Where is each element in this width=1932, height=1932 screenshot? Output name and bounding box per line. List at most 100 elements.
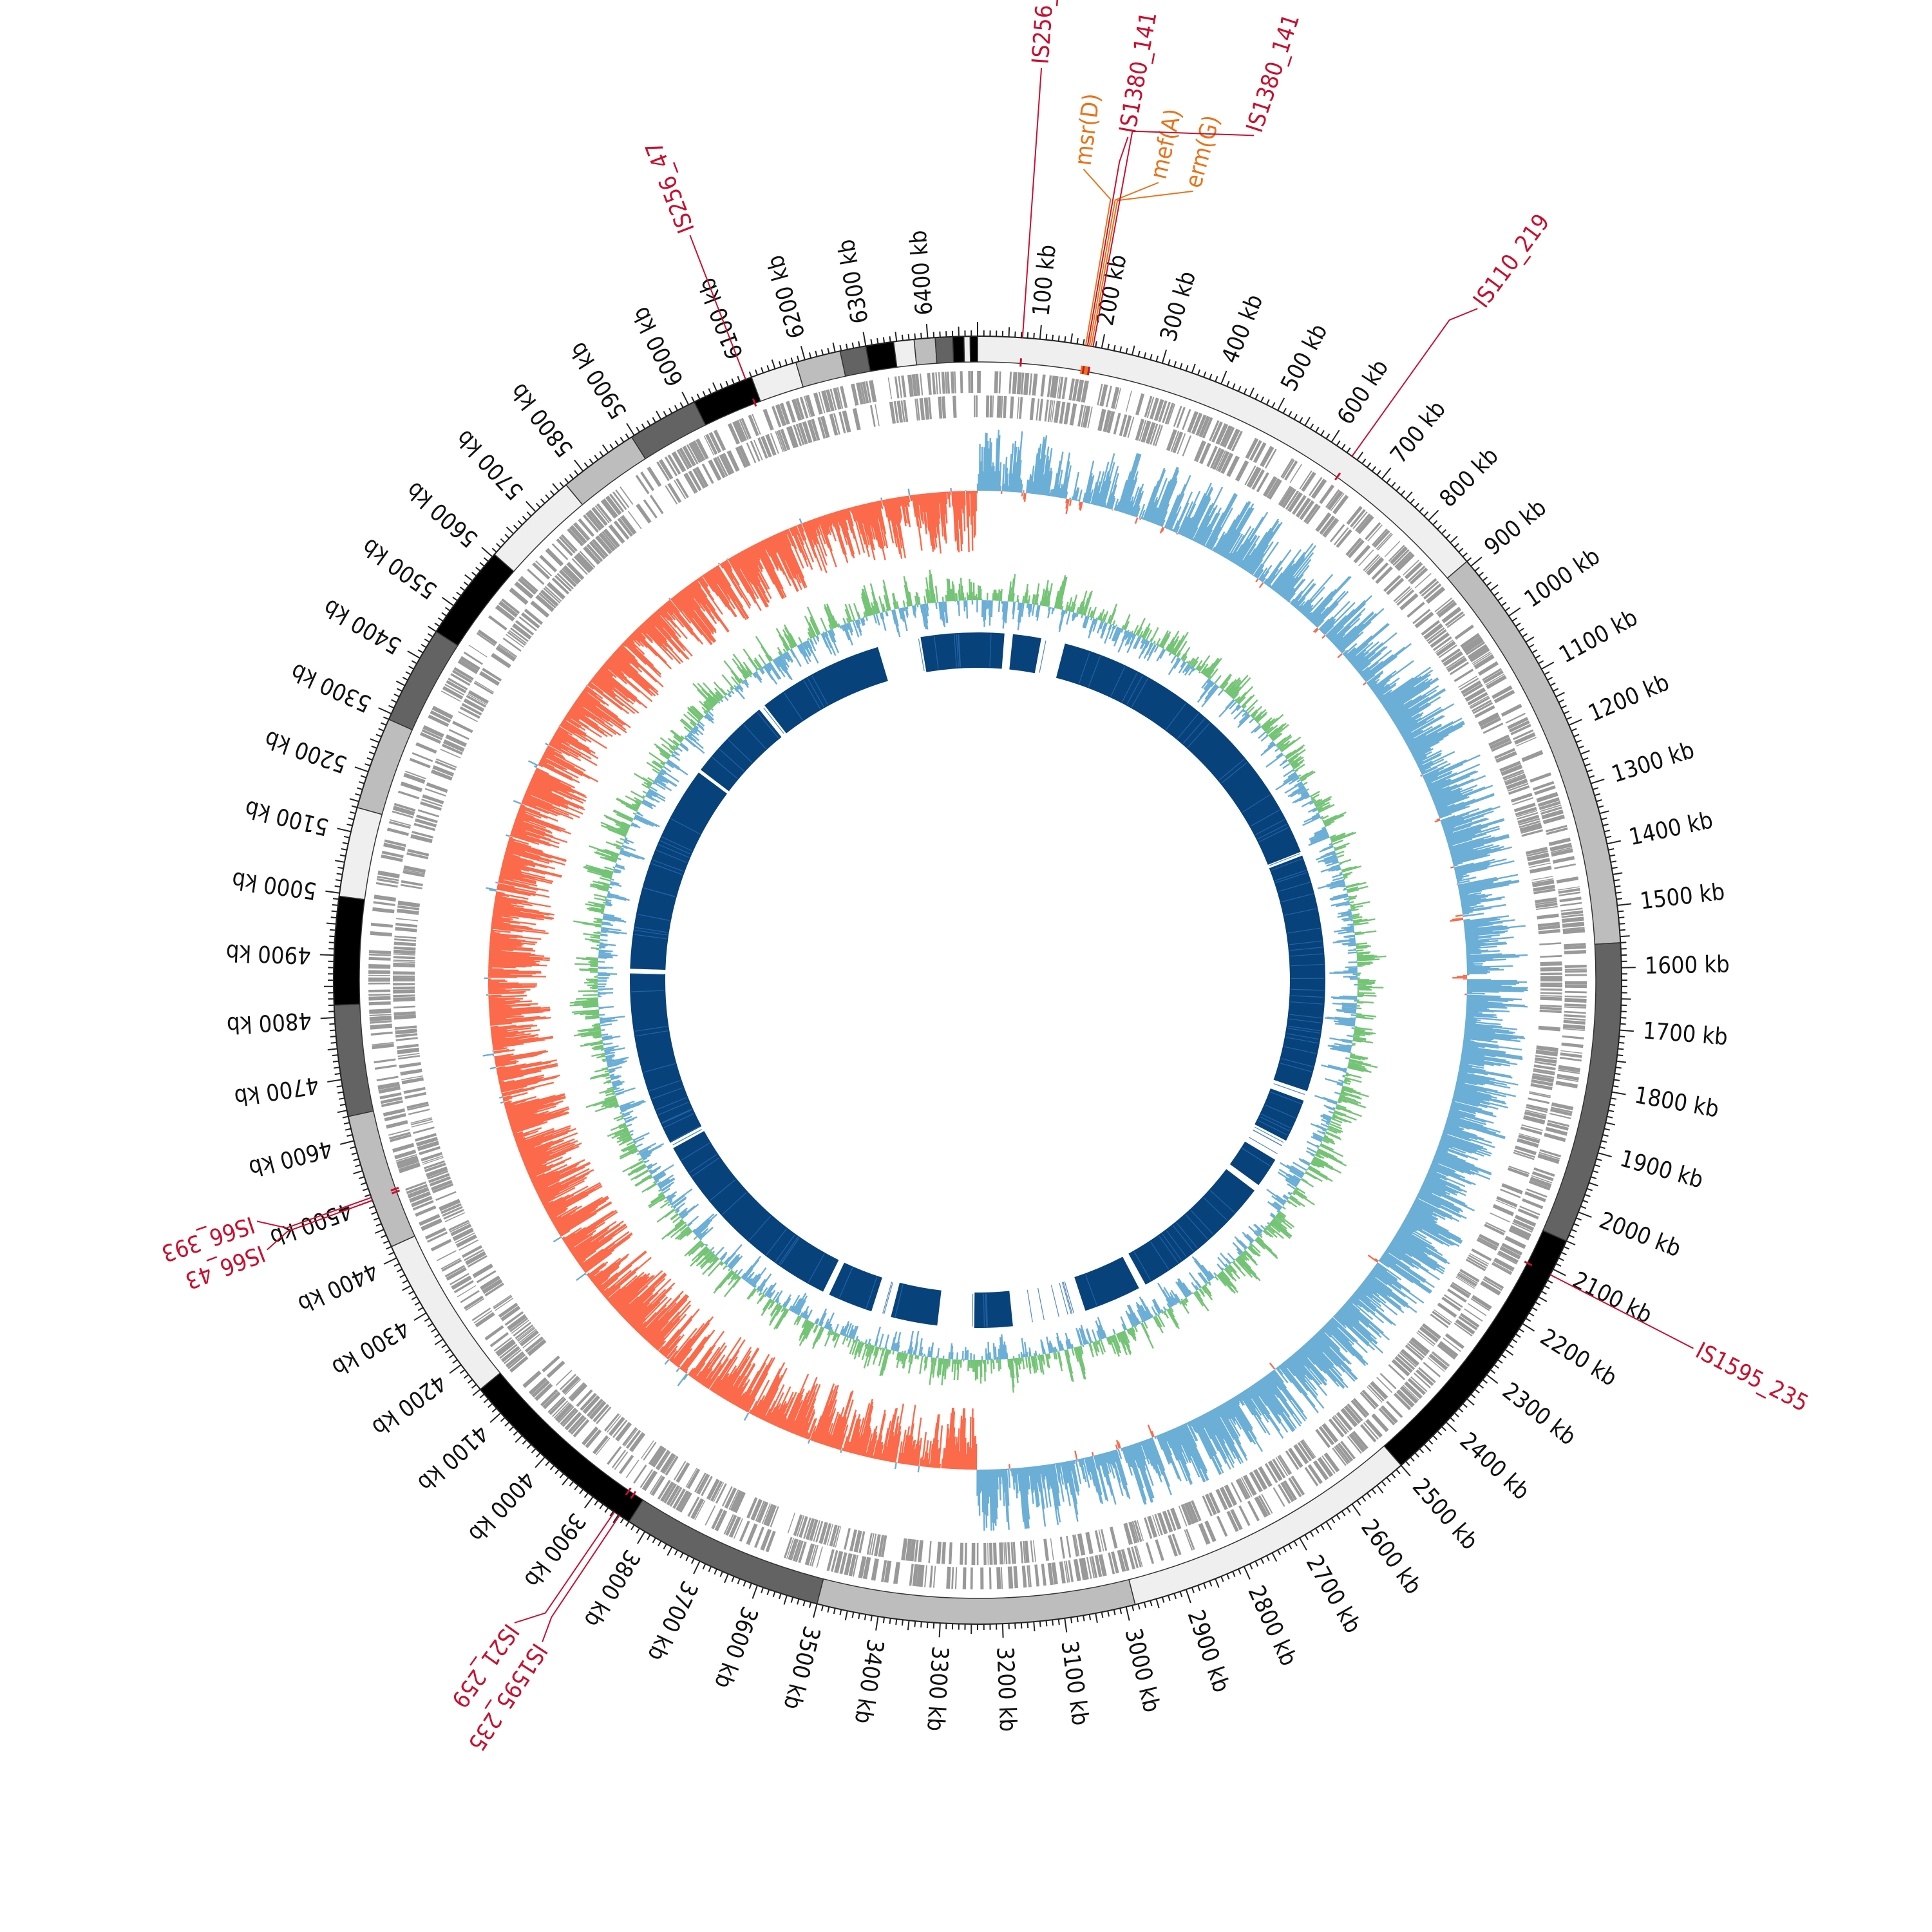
feature-marker xyxy=(1083,366,1087,375)
feature-label: IS110_219 xyxy=(1468,209,1555,313)
scale-label: 1700 kb xyxy=(1642,1018,1728,1050)
scale-label: 3500 kb xyxy=(778,1624,825,1712)
scale-label: 1000 kb xyxy=(1520,543,1605,612)
scale-label: 1400 kb xyxy=(1627,807,1716,851)
feature-marker xyxy=(1081,365,1085,375)
scale-label: 1100 kb xyxy=(1555,604,1642,668)
homology-block xyxy=(1128,1169,1255,1285)
feature-leader xyxy=(1351,308,1478,457)
homology-block xyxy=(978,632,1005,669)
feature-leader xyxy=(1021,68,1043,338)
feature-marker xyxy=(1085,366,1089,375)
contig-segment xyxy=(952,336,965,363)
scale-ruler xyxy=(319,322,1636,1638)
homology-block xyxy=(629,973,702,1143)
gc-skew-negative xyxy=(488,490,1468,1470)
scale-label: 2600 kb xyxy=(1356,1515,1426,1599)
scale-label: 2100 kb xyxy=(1568,1267,1656,1329)
scale-label: 5800 kb xyxy=(506,378,578,461)
scale-label: 3200 kb xyxy=(991,1646,1021,1732)
scale-label: 1900 kb xyxy=(1617,1146,1706,1194)
scale-label: 3700 kb xyxy=(642,1577,703,1665)
feature-leader xyxy=(256,1197,372,1229)
scale-label: 2700 kb xyxy=(1301,1551,1367,1638)
feature-leader xyxy=(1092,130,1255,347)
feature-leader xyxy=(514,1511,615,1624)
homology-block xyxy=(920,632,978,672)
scale-label: 4900 kb xyxy=(225,939,312,969)
scale-label: 600 kb xyxy=(1332,355,1394,430)
scale-label: 2400 kb xyxy=(1455,1428,1535,1505)
homology-block xyxy=(1255,1088,1304,1141)
scale-label: 4800 kb xyxy=(226,1007,312,1038)
scale-label: 5200 kb xyxy=(261,725,350,778)
scale-label: 2300 kb xyxy=(1497,1378,1580,1450)
homology-block xyxy=(1056,643,1301,865)
homology-block xyxy=(701,709,782,791)
scale-label: 5100 kb xyxy=(242,795,331,840)
gc-skew-track xyxy=(482,430,1528,1531)
feature-leader xyxy=(1086,137,1129,346)
contig-segment xyxy=(934,336,954,364)
feature-label: IS256_47 xyxy=(641,137,700,236)
scale-label: 1300 kb xyxy=(1609,737,1698,788)
homology-block xyxy=(764,647,888,734)
scale-label: 4600 kb xyxy=(246,1135,335,1182)
homology-block xyxy=(829,1262,882,1312)
scale-label: 500 kb xyxy=(1276,320,1332,396)
scale-label: 3400 kb xyxy=(849,1638,889,1726)
contig-segment xyxy=(963,336,971,363)
gc-content-track xyxy=(569,569,1387,1393)
gene-blocks xyxy=(368,370,1587,1590)
contig-segment xyxy=(333,895,366,1006)
contig-segment xyxy=(565,436,647,506)
feature-marker xyxy=(1524,1260,1533,1267)
gc-skew-positive xyxy=(482,430,1528,1531)
scale-label: 400 kb xyxy=(1217,290,1268,367)
feature-marker xyxy=(1334,472,1341,480)
scale-label: 3100 kb xyxy=(1056,1640,1093,1727)
homology-detail xyxy=(631,634,1325,1327)
homology-block xyxy=(1009,634,1041,674)
scale-label: 1500 kb xyxy=(1638,879,1726,915)
scale-label: 2000 kb xyxy=(1596,1208,1685,1263)
scale-label: 2800 kb xyxy=(1242,1582,1302,1670)
scale-label: 3000 kb xyxy=(1119,1626,1164,1715)
scale-label: 5900 kb xyxy=(565,337,632,424)
scale-label: 5600 kb xyxy=(401,477,482,553)
contig-segment xyxy=(969,336,978,363)
gc-content-positive xyxy=(569,569,1387,1393)
scale-label: 300 kb xyxy=(1155,268,1201,345)
gc-content-negative xyxy=(597,600,1358,1361)
scale-label: 4200 kb xyxy=(367,1368,451,1441)
contig-ring xyxy=(333,336,1622,1625)
feature-label: IS1380_141 xyxy=(1242,11,1305,136)
scale-label: 3300 kb xyxy=(922,1645,953,1732)
feature-label: IS1595_235 xyxy=(1691,1338,1812,1417)
scale-label: 3900 kb xyxy=(518,1508,591,1592)
scale-label: 900 kb xyxy=(1479,495,1551,561)
homology-block xyxy=(1229,1141,1276,1186)
scale-label: 4300 kb xyxy=(327,1314,413,1381)
scale-label: 100 kb xyxy=(1028,243,1061,317)
feature-marker xyxy=(625,1487,632,1496)
homology-block xyxy=(891,1282,942,1326)
scale-label: 4700 kb xyxy=(232,1071,321,1110)
feature-marker xyxy=(1079,365,1083,374)
feature-leader xyxy=(1083,169,1112,346)
gene-track xyxy=(368,370,1587,1590)
feature-label: mef(A) xyxy=(1146,106,1187,182)
homology-block xyxy=(1269,855,1325,1092)
contig-segment xyxy=(865,341,898,372)
scale-label: 2500 kb xyxy=(1407,1473,1483,1555)
scale-label: 4100 kb xyxy=(412,1419,493,1496)
scale-label: 6000 kb xyxy=(627,303,689,390)
feature-leader xyxy=(1549,1274,1694,1349)
feature-leader xyxy=(542,1515,620,1643)
contig-segment xyxy=(334,1003,374,1117)
feature-leader xyxy=(1090,190,1193,346)
contig-segment xyxy=(893,339,918,368)
scale-label: 700 kb xyxy=(1385,396,1451,468)
scale-label: 1200 kb xyxy=(1585,669,1673,727)
